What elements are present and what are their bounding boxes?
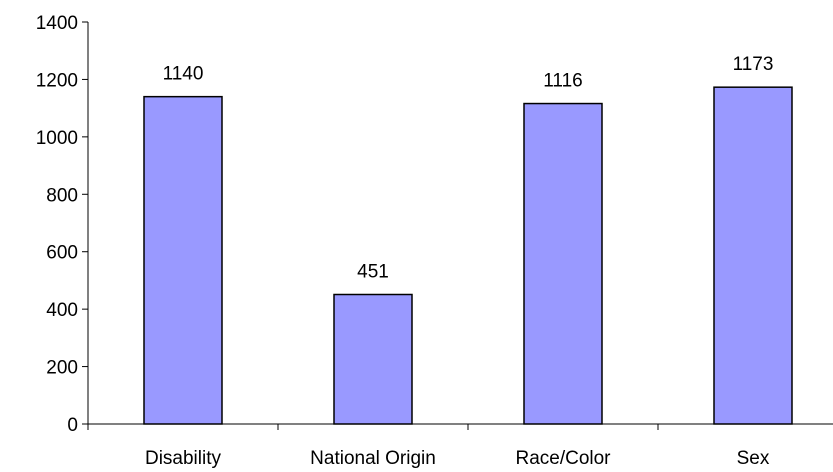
bar-national-origin (333, 293, 413, 425)
y-tick-label: 400 (46, 300, 78, 321)
y-tick-label: 200 (46, 358, 78, 379)
y-tick-label: 1000 (36, 128, 78, 149)
y-tick-label: 1200 (36, 70, 78, 91)
y-tick-label: 0 (67, 415, 78, 436)
y-tick-label: 1400 (36, 13, 78, 34)
bar-race-color (523, 102, 603, 425)
x-category-label: National Origin (310, 448, 436, 469)
data-label: 1116 (543, 71, 582, 92)
data-label: 1140 (163, 64, 204, 85)
x-category-label: Race/Color (515, 448, 611, 469)
y-tick-label: 600 (46, 243, 78, 264)
data-label: 1173 (733, 54, 774, 75)
bars-layer (143, 86, 793, 425)
bar-sex (713, 86, 793, 425)
axes-layer (82, 21, 833, 430)
labels-layer: 1140 451 1116 1173 0 200 400 600 800 1000 1200 1400… (36, 13, 774, 469)
x-category-label: Disability (145, 448, 222, 469)
x-category-label: Sex (737, 448, 770, 469)
data-label: 451 (357, 261, 389, 282)
y-tick-label: 800 (46, 185, 78, 206)
bar-disability (143, 95, 223, 425)
